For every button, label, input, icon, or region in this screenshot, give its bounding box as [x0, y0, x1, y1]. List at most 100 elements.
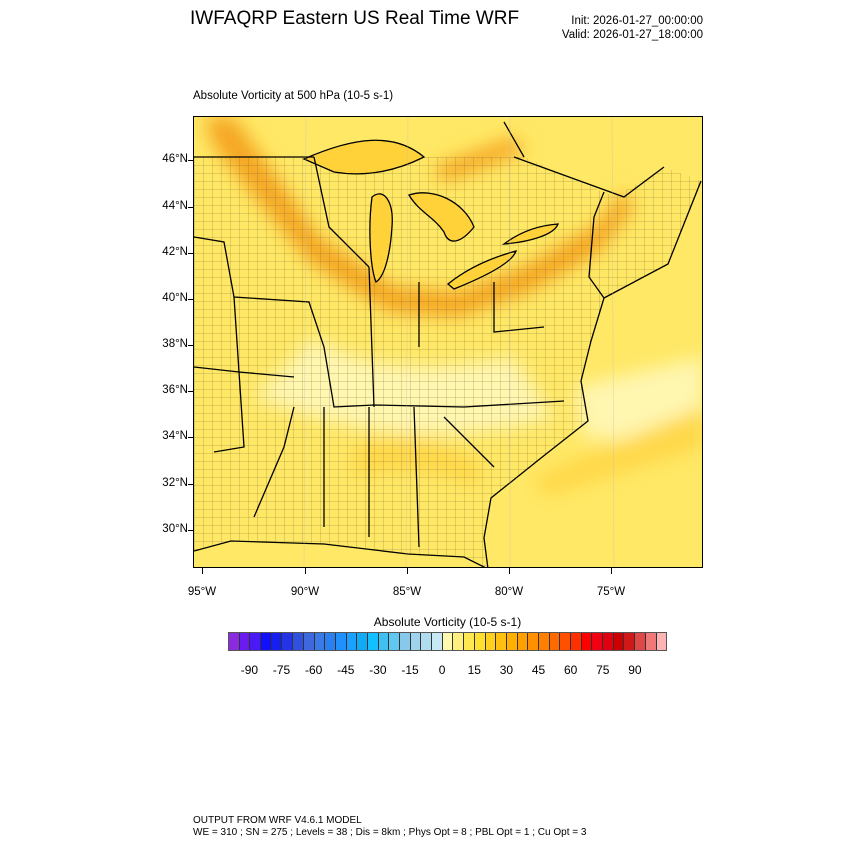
lake-michigan — [369, 193, 393, 283]
colorbar-swatch — [303, 633, 315, 650]
colorbar-swatch — [517, 633, 529, 650]
lon-label: 75°W — [596, 586, 626, 598]
colorbar-label: -45 — [337, 663, 355, 677]
lat-label: 36°N — [162, 384, 188, 396]
colorbar-swatch — [271, 633, 283, 650]
colorbar-swatch — [261, 633, 272, 650]
vorticity-map — [193, 116, 703, 568]
colorbar-label: -15 — [401, 663, 419, 677]
colorbar-swatch — [613, 633, 625, 650]
lake-erie — [446, 250, 518, 290]
lon-label: 95°W — [187, 586, 217, 598]
county-boundaries — [194, 157, 701, 567]
colorbar-swatch — [635, 633, 646, 650]
colorbar-label: 30 — [499, 663, 514, 677]
state-lines — [194, 236, 565, 408]
model-info: OUTPUT FROM WRF V4.6.1 MODEL WE = 310 ; … — [193, 815, 586, 839]
init-time: Init: 2026-01-27_00:00:00 — [571, 15, 703, 27]
lat-tick — [188, 207, 193, 208]
colorbar-label: 15 — [467, 663, 481, 677]
atlantic-coastline — [483, 180, 702, 567]
colorbar-swatch — [346, 633, 358, 650]
colorbar-label: 60 — [563, 663, 578, 677]
lat-label: 32°N — [162, 477, 188, 489]
colorbar-swatch — [528, 633, 539, 650]
lat-label: 40°N — [162, 292, 188, 304]
colorbar-swatch — [464, 633, 475, 650]
lon-label: 90°W — [290, 586, 320, 598]
colorbar-swatch — [335, 633, 347, 650]
colorbar-swatch — [506, 633, 518, 650]
lake-ontario — [501, 223, 559, 245]
lon-tick — [509, 568, 510, 574]
colorbar-swatch — [603, 633, 614, 650]
lat-label: 46°N — [162, 153, 188, 165]
colorbar-label: 75 — [596, 663, 610, 677]
lon-tick — [202, 568, 203, 574]
time-info: Init: 2026-01-27_00:00:00 Valid: 2026-01… — [562, 14, 703, 42]
lat-tick — [188, 345, 193, 346]
lat-tick — [188, 484, 193, 485]
lat-label: 44°N — [162, 200, 188, 212]
lat-tick — [188, 530, 193, 531]
lat-tick — [188, 253, 193, 254]
colorbar-swatch — [367, 633, 379, 650]
colorbar-swatch — [453, 633, 465, 650]
gulf-coastline — [194, 540, 486, 567]
plot-title: IWFAQRP Eastern US Real Time WRF — [190, 8, 520, 29]
lat-label: 38°N — [162, 338, 188, 350]
colorbar-swatch — [624, 633, 636, 650]
colorbar-swatch — [485, 633, 497, 650]
colorbar-swatch — [293, 633, 304, 650]
great-lakes — [302, 139, 559, 290]
colorbar-label: -30 — [369, 663, 387, 677]
colorbar-label: -90 — [240, 663, 259, 677]
colorbar-swatch — [325, 633, 336, 650]
lake-superior — [302, 139, 426, 175]
colorbar-swatch — [389, 633, 400, 650]
colorbar-label: 45 — [531, 663, 546, 677]
colorbar-label: -75 — [272, 663, 291, 677]
colorbar-swatch — [229, 633, 240, 650]
lat-tick — [188, 437, 193, 438]
colorbar-swatch — [250, 633, 262, 650]
colorbar-swatch — [560, 633, 571, 650]
colorbar-swatch — [592, 633, 604, 650]
lat-tick — [188, 391, 193, 392]
colorbar-swatch — [571, 633, 582, 650]
lon-tick — [611, 568, 612, 574]
boundaries — [194, 121, 702, 567]
colorbar-swatch — [239, 633, 251, 650]
colorbar-label: 0 — [438, 663, 446, 677]
colorbar-swatch — [314, 633, 326, 650]
colorbar-swatch — [474, 633, 486, 650]
colorbar-swatch — [410, 633, 422, 650]
field-subtitle: Absolute Vorticity at 500 hPa (10-5 s-1) — [193, 90, 394, 102]
valid-time: Valid: 2026-01-27_18:00:00 — [561, 29, 703, 41]
map-canvas — [194, 117, 702, 567]
colorbar-swatch — [421, 633, 433, 650]
colorbar-swatch — [378, 633, 390, 650]
colorbar-swatch — [656, 633, 667, 650]
colorbar-swatch — [538, 633, 550, 650]
lon-tick — [305, 568, 306, 574]
lat-tick — [188, 160, 193, 161]
lon-label: 80°W — [494, 586, 524, 598]
colorbar-swatch — [400, 633, 411, 650]
lon-tick — [407, 568, 408, 574]
colorbar-swatch — [282, 633, 294, 650]
model-config: WE = 310 ; SN = 275 ; Levels = 38 ; Dis … — [193, 827, 587, 838]
colorbar-label: -60 — [304, 663, 323, 677]
lat-label: 34°N — [162, 430, 188, 442]
colorbar-swatch — [581, 633, 593, 650]
lat-label: 42°N — [162, 246, 188, 258]
model-version: OUTPUT FROM WRF V4.6.1 MODEL — [193, 815, 362, 826]
colorbar — [228, 632, 667, 651]
colorbar-swatch — [549, 633, 561, 650]
graticule — [303, 117, 615, 567]
lat-label: 30°N — [162, 523, 188, 535]
lon-label: 85°W — [392, 586, 422, 598]
colorbar-swatch — [645, 633, 657, 650]
colorbar-title: Absolute Vorticity (10-5 s-1) — [373, 615, 522, 629]
colorbar-swatch — [432, 633, 443, 650]
